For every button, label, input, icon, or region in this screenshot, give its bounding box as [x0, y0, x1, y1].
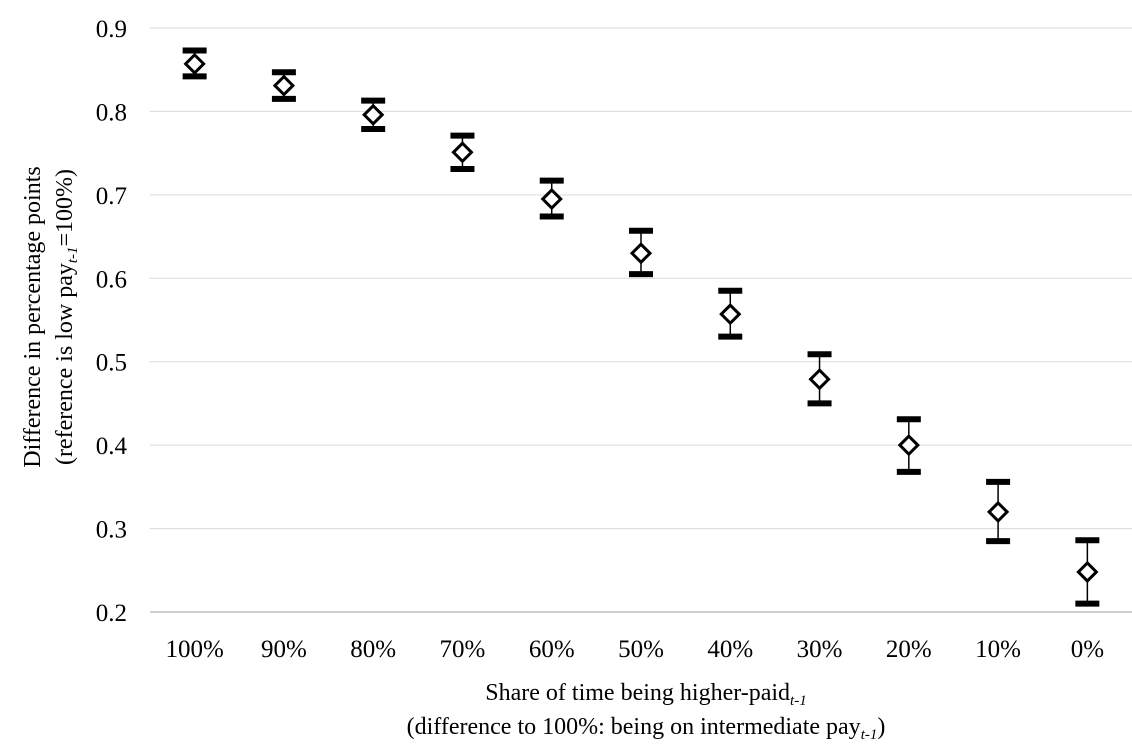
x-tick-label: 0% [1071, 636, 1104, 663]
y-axis-title-line2: (reference is low payt-1=100%) [52, 169, 81, 465]
y-tick-label: 0.8 [96, 99, 127, 126]
y-tick-label: 0.7 [96, 183, 127, 210]
x-tick-label: 40% [707, 636, 753, 663]
data-point [451, 141, 474, 164]
x-tick-label: 60% [529, 636, 575, 663]
x-tick-label: 30% [797, 636, 843, 663]
y-tick-label: 0.9 [96, 16, 127, 43]
data-point [629, 242, 653, 265]
y-tick-labels: 0.2 0.3 0.4 0.5 0.6 0.7 0.8 0.9 [96, 16, 128, 627]
y-axis-title-line1: Difference in percentage points [20, 166, 46, 467]
y-tick-label: 0.6 [96, 266, 127, 293]
y-tick-label: 0.5 [96, 350, 127, 377]
x-tick-label: 50% [618, 636, 664, 663]
x-tick-label: 80% [350, 636, 396, 663]
x-tick-label: 70% [440, 636, 486, 663]
y-tick-label: 0.3 [96, 517, 127, 544]
x-tick-label: 10% [975, 636, 1021, 663]
x-tick-label: 90% [261, 636, 307, 663]
data-points [183, 52, 1099, 584]
y-tick-label: 0.4 [96, 433, 128, 460]
y-tick-label: 0.2 [96, 600, 127, 627]
data-point [1076, 560, 1099, 584]
gridlines [150, 27, 1132, 613]
data-point [272, 74, 296, 97]
x-axis-title-line2: (difference to 100%: being on intermedia… [407, 714, 886, 743]
data-point [808, 368, 831, 391]
data-point [986, 500, 1010, 524]
x-axis-title-line1: Share of time being higher-paidt-1 [485, 680, 806, 709]
data-point [897, 434, 920, 457]
error-bars [182, 47, 1100, 607]
x-tick-label: 100% [165, 636, 223, 663]
x-tick-labels: 100% 90% 80% 70% 60% 50% 40% 30% 20% 10% 0% [165, 636, 1104, 663]
data-point [719, 303, 742, 326]
x-tick-label: 20% [886, 636, 932, 663]
data-point [362, 103, 385, 126]
data-point [183, 52, 206, 75]
data-point [540, 187, 563, 211]
